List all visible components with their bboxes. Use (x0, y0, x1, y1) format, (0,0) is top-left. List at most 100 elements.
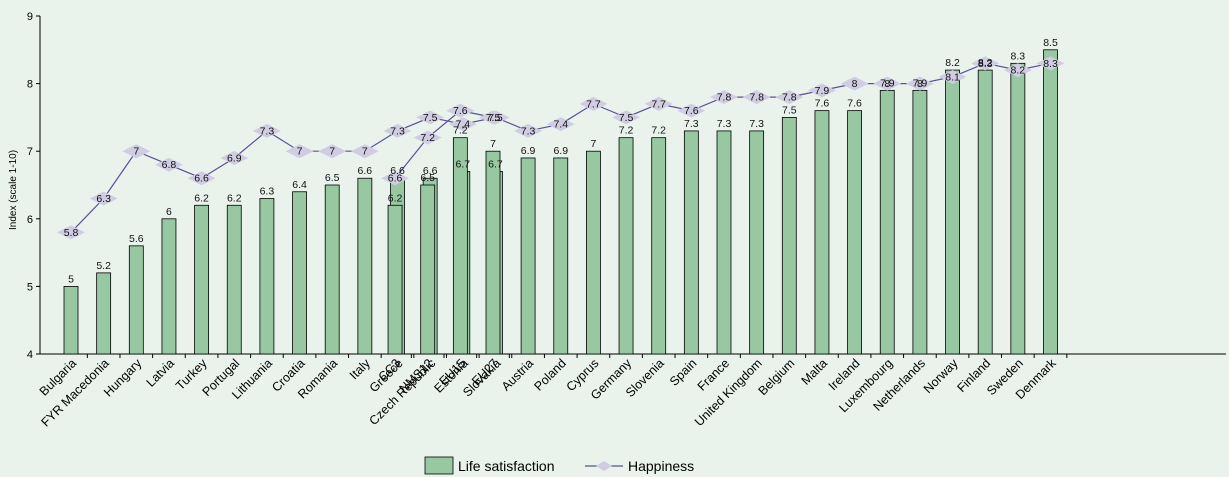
happiness-point (187, 171, 216, 186)
bar-value-label: 8.2 (978, 57, 993, 69)
bar-value-label: 6.2 (227, 192, 242, 204)
bar-life-satisfaction (292, 191, 307, 355)
bar-life-satisfaction (324, 184, 340, 355)
happiness-point (644, 96, 673, 111)
happiness-point (971, 56, 1000, 71)
happiness-value-label: 7.4 (455, 119, 470, 131)
bar-value-label: 5 (68, 273, 74, 285)
life-satisfaction-bars (63, 49, 1058, 355)
category-label: Belgium (756, 356, 798, 398)
bar-life-satisfaction (618, 137, 634, 355)
happiness-value-label: 7.4 (553, 119, 568, 131)
bar-life-satisfaction (683, 130, 699, 355)
legend-swatch-marker (596, 461, 612, 471)
bar-value-label: 7.9 (880, 77, 895, 89)
happiness-point (938, 69, 967, 84)
happiness-point (612, 110, 641, 125)
bar-value-label: 7.6 (847, 98, 862, 110)
happiness-point (479, 110, 507, 125)
bar-life-satisfaction (357, 177, 373, 355)
bar-life-satisfaction (452, 137, 468, 355)
happiness-value-label: 8.1 (945, 71, 960, 83)
happiness-value-label: 7.3 (390, 125, 405, 137)
bar-life-satisfaction (912, 89, 928, 355)
bar-value-label: 6.7 (488, 158, 503, 170)
happiness-value-label: 7.7 (586, 98, 601, 110)
bar-life-satisfaction (387, 204, 403, 355)
category-label: Italy (347, 356, 374, 383)
happiness-point (220, 150, 249, 165)
happiness-value-label: 7.5 (488, 112, 503, 124)
happiness-value-label: 7 (297, 146, 303, 158)
happiness-series-line (394, 109, 494, 179)
happiness-point (677, 103, 706, 118)
bar-life-satisfaction (945, 69, 960, 355)
bar-value-label: 6.3 (260, 186, 275, 198)
bar-value-label: 5.6 (129, 233, 144, 245)
bar-life-satisfaction (161, 218, 177, 355)
bar-life-satisfaction (420, 184, 436, 355)
happiness-value-label: 6.6 (194, 173, 209, 185)
y-tick-label: 8 (27, 79, 33, 91)
happiness-point (546, 117, 575, 132)
bar-value-label: 7.2 (453, 125, 468, 137)
happiness-point (1036, 56, 1065, 71)
happiness-value-label: 6.9 (227, 152, 242, 164)
y-tick-label: 7 (27, 146, 33, 158)
happiness-value-label: 7.8 (782, 92, 797, 104)
happiness-point (448, 117, 477, 132)
bar-value-label: 6.5 (325, 172, 340, 184)
happiness-value-label: 7 (329, 146, 335, 158)
bar-life-satisfaction (847, 110, 862, 355)
bar-value-label: 6.2 (194, 192, 209, 204)
happiness-point (1003, 63, 1032, 78)
happiness-point (710, 90, 738, 105)
happiness-value-label: 7 (362, 146, 368, 158)
bar-value-label: 7.9 (913, 77, 928, 89)
bar-life-satisfaction (1010, 62, 1026, 355)
bar-value-label: 7.5 (782, 104, 797, 116)
bar-life-satisfaction (879, 89, 895, 355)
happiness-point (413, 130, 442, 145)
happiness-value-label: 7.5 (486, 112, 501, 124)
happiness-value-label: 7.3 (260, 125, 275, 137)
bar-life-satisfaction (977, 69, 993, 355)
happiness-point (579, 96, 608, 111)
bar-value-label: 7.6 (815, 98, 830, 110)
bar-value-label: 7.3 (684, 118, 699, 130)
bar-value-label: 6.6 (423, 165, 438, 177)
bar-life-satisfaction (553, 157, 569, 355)
bar-life-satisfaction (194, 204, 210, 355)
happiness-value-label: 8.3 (978, 58, 993, 70)
legend-item-happiness: Happiness (585, 458, 694, 474)
bar-value-label: 7.3 (717, 118, 732, 130)
bar-value-label: 7.3 (749, 118, 764, 130)
happiness-value-label: 8 (884, 78, 890, 90)
y-tick-label: 6 (27, 214, 33, 226)
bar-life-satisfaction (520, 157, 536, 355)
happiness-value-label: 7.6 (453, 105, 468, 117)
happiness-value-label: 7.6 (684, 105, 699, 117)
happiness-line (57, 56, 1065, 240)
happiness-value-label: 7.8 (749, 92, 764, 104)
bar-life-satisfaction (63, 285, 79, 355)
happiness-point (318, 144, 347, 159)
happiness-value-label: 7.5 (619, 112, 634, 124)
y-tick-label: 5 (27, 281, 33, 293)
happiness-value-label: 8 (852, 78, 858, 90)
data-labels: 55.25.666.2 6.26.36.46.56.6 6.6 6.66.7 6.76.… (64, 37, 1058, 286)
y-axis-label: Index (scale 1-10) (8, 150, 19, 230)
bar-life-satisfaction (716, 130, 732, 355)
bar-value-label: 6.7 (455, 158, 470, 170)
happiness-value-label: 7.2 (420, 132, 435, 144)
bar-value-label: 5.2 (96, 260, 111, 272)
category-label: Poland (531, 356, 568, 393)
bar-value-label: 6.5 (420, 172, 435, 184)
legend-item-life-satisfaction: Life satisfaction (424, 456, 555, 475)
category-label: Austria (499, 356, 536, 393)
bar-value-label: 8.2 (945, 57, 960, 69)
legend-label-happiness: Happiness (628, 458, 694, 474)
bar-life-satisfaction (226, 204, 242, 355)
happiness-point (446, 103, 475, 118)
